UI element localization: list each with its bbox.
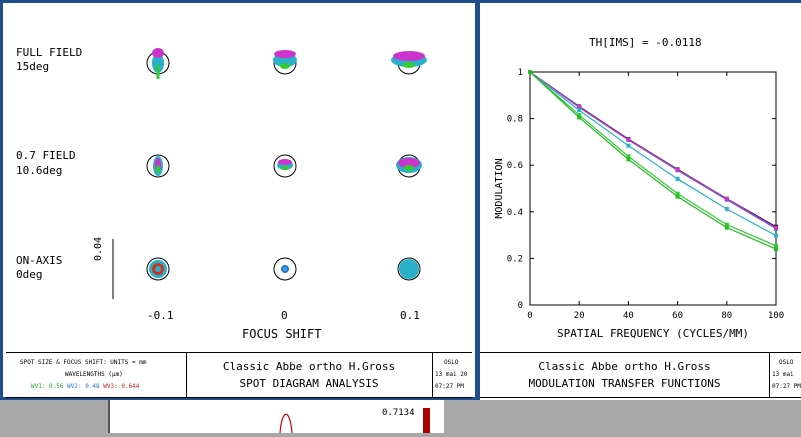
series-point-4 [675, 191, 680, 196]
x-tick-label: 60 [672, 311, 683, 321]
y-tick-label: 0.6 [507, 161, 523, 171]
row-label-full-field: FULL FIELD [16, 46, 83, 59]
series-point-5 [774, 247, 778, 252]
series-point-3 [675, 176, 680, 181]
x-axis-label: SPATIAL FREQUENCY (CYCLES/MM) [557, 327, 749, 340]
spot-time: 07:27 PM [435, 383, 464, 390]
focus-value-plus: 0.1 [400, 309, 420, 322]
series-point-4 [724, 222, 729, 227]
background-desktop [444, 400, 801, 433]
series-line-0 [529, 71, 777, 228]
focus-value-zero: 0 [281, 309, 288, 322]
series-line-2 [529, 71, 777, 229]
spot-on-axis-zero [273, 257, 297, 281]
background-plot [279, 408, 430, 434]
mtf-footer: Classic Abbe ortho H.Gross MODULATION TR… [480, 352, 801, 398]
spot-footer-title: Classic Abbe ortho H.Gross SPOT DIAGRAM … [186, 353, 433, 397]
mtf-date: 13 mai [772, 371, 794, 378]
units-label: SPOT SIZE & FOCUS SHIFT: UNITS = mm [20, 359, 147, 366]
mtf-window[interactable]: TH[IMS] = -0.0118 0 20 40 60 80 100 0 0.2 0.4 0.6… [477, 0, 801, 400]
spot-07-field-minus [146, 154, 170, 178]
spot-subtitle: SPOT DIAGRAM ANALYSIS [239, 377, 379, 390]
spot-footer-stamp: OSLO 13 mai 20 07:27 PM [432, 353, 478, 397]
series-point-5 [724, 225, 729, 230]
series-point-4 [774, 243, 778, 248]
spot-row-07-field [146, 154, 422, 178]
row-angle-on-axis: 0deg [16, 268, 43, 281]
mtf-footer-stamp: OSLO 13 mai 07:27 PM [769, 353, 801, 397]
row-label-on-axis: ON-AXIS [16, 254, 63, 267]
spot-on-axis-minus [146, 257, 170, 281]
mtf-program: OSLO [779, 359, 794, 366]
y-tick-label: 0.4 [507, 208, 523, 218]
wv1-label: WV1: 0.56 [31, 383, 64, 390]
plot-frame [529, 71, 777, 306]
series-point-5 [626, 157, 631, 162]
y-axis-label: MODULATION [494, 158, 505, 218]
wv3-label: WV3: 0.644 [103, 383, 140, 390]
x-tick-label: 40 [623, 311, 634, 321]
spot-on-axis-plus [397, 257, 421, 281]
x-tick-label: 100 [768, 311, 784, 321]
focus-value-minus: -0.1 [147, 309, 174, 322]
background-curve [279, 413, 293, 434]
mtf-title: Classic Abbe ortho H.Gross [538, 360, 711, 373]
series-point-5 [577, 115, 582, 120]
spot-diagram-window[interactable]: FULL FIELD 15deg 0.7 FIELD 10.6deg ON-AX… [0, 0, 478, 400]
mtf-subtitle: MODULATION TRANSFER FUNCTIONS [528, 377, 721, 390]
series-point-5 [528, 70, 532, 74]
series-point-2 [724, 196, 729, 201]
wavelength-list: WV1: 0.56 WV2: 0.48 WV3: 0.644 [31, 383, 139, 391]
spot-date: 13 mai 20 [435, 371, 468, 378]
series-line-5 [529, 71, 777, 250]
spot-row-on-axis [146, 257, 421, 281]
mtf-header: TH[IMS] = -0.0118 [589, 36, 702, 49]
series-point-3 [626, 143, 631, 148]
series-point-2 [577, 104, 582, 109]
mtf-time: 07:27 PM [772, 383, 801, 390]
row-label-07-field: 0.7 FIELD [16, 149, 76, 162]
spot-full-field-minus [146, 48, 170, 79]
row-angle-full-field: 15deg [16, 60, 50, 73]
row-angle-07-field: 10.6deg [16, 164, 63, 177]
series-point-5 [675, 194, 680, 199]
background-value: 0.7134 [382, 408, 415, 418]
series-point-3 [724, 207, 729, 212]
series-point-4 [577, 113, 582, 118]
x-tick-label: 0 [527, 311, 532, 321]
background-bar [423, 408, 430, 433]
wavelengths-label: WAVELENGTHS (µm) [65, 371, 123, 378]
spot-footer: SPOT SIZE & FOCUS SHIFT: UNITS = mm WAVE… [6, 352, 472, 398]
y-tick-label: 0.8 [507, 115, 523, 125]
x-tick-label: 80 [721, 311, 732, 321]
spot-07-field-zero [273, 154, 297, 178]
spot-07-field-plus [396, 154, 422, 178]
y-tick-label: 1 [518, 68, 523, 78]
y-tick-label: 0.2 [507, 254, 523, 264]
spot-program: OSLO [444, 359, 459, 366]
series-point-2 [675, 167, 680, 172]
x-tick-label: 20 [574, 311, 585, 321]
focus-axis-label: FOCUS SHIFT [242, 327, 322, 341]
series-point-2 [626, 137, 631, 142]
spot-footer-info: SPOT SIZE & FOCUS SHIFT: UNITS = mm WAVE… [6, 353, 187, 397]
y-tick-label: 0 [518, 301, 523, 311]
mtf-chart: 0 20 40 60 80 100 0 0.2 0.4 0.6 0.8 1 SPATIAL FREQUE… [494, 68, 784, 340]
spot-title: Classic Abbe ortho H.Gross [222, 360, 396, 373]
series-point-3 [774, 233, 778, 238]
series-point-2 [774, 225, 778, 230]
series-line-4 [529, 71, 777, 247]
spot-full-field-plus [391, 51, 427, 75]
series-point-4 [626, 154, 631, 159]
series-line-3 [529, 71, 777, 237]
scale-label: 0.04 [93, 236, 104, 261]
background-window: 0.7134 [108, 400, 445, 434]
wv2-label: WV2: 0.48 [67, 383, 100, 390]
series-point-3 [577, 108, 582, 113]
spot-diagram-plot [112, 48, 427, 299]
spot-row-full-field [146, 48, 427, 79]
mtf-footer-title: Classic Abbe ortho H.Gross MODULATION TR… [480, 353, 770, 397]
spot-full-field-zero [273, 50, 297, 75]
